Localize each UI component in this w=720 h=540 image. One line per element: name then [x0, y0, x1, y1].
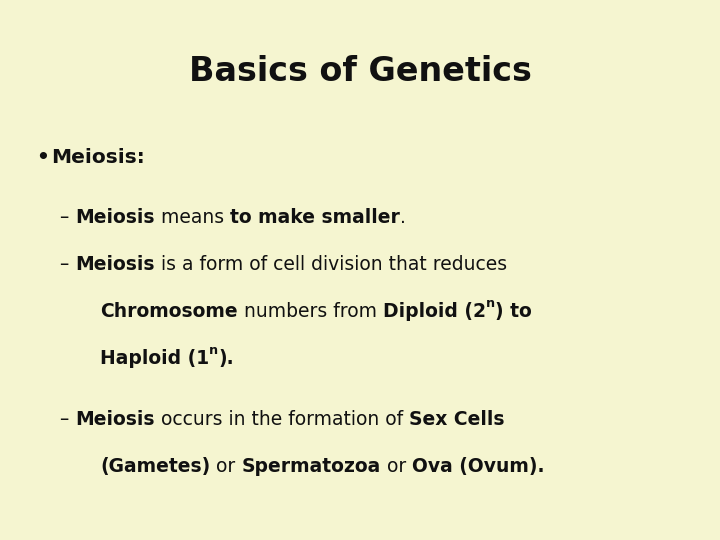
Text: means: means: [155, 208, 230, 227]
Text: Chromosome: Chromosome: [100, 302, 238, 321]
Text: Ova (Ovum).: Ova (Ovum).: [412, 457, 544, 476]
Text: ).: ).: [218, 349, 234, 368]
Text: Diploid (2: Diploid (2: [382, 302, 485, 321]
Text: –: –: [60, 208, 76, 227]
Text: •: •: [36, 148, 49, 167]
Text: numbers from: numbers from: [238, 302, 382, 321]
Text: Meiosis: Meiosis: [76, 255, 155, 274]
Text: occurs in the formation of: occurs in the formation of: [155, 410, 409, 429]
Text: is a form of cell division that reduces: is a form of cell division that reduces: [155, 255, 507, 274]
Text: Haploid (1: Haploid (1: [100, 349, 209, 368]
Text: to make smaller: to make smaller: [230, 208, 400, 227]
Text: Meiosis:: Meiosis:: [51, 148, 145, 167]
Text: Sex Cells: Sex Cells: [409, 410, 505, 429]
Text: Spermatozoa: Spermatozoa: [241, 457, 381, 476]
Text: ) to: ) to: [495, 302, 531, 321]
Text: n: n: [209, 344, 218, 357]
Text: Meiosis: Meiosis: [76, 410, 155, 429]
Text: n: n: [485, 297, 495, 310]
Text: .: .: [400, 208, 405, 227]
Text: Meiosis: Meiosis: [76, 208, 155, 227]
Text: or: or: [381, 457, 412, 476]
Text: Basics of Genetics: Basics of Genetics: [189, 55, 531, 88]
Text: –: –: [60, 255, 76, 274]
Text: or: or: [210, 457, 241, 476]
Text: –: –: [60, 410, 76, 429]
Text: (Gametes): (Gametes): [100, 457, 210, 476]
